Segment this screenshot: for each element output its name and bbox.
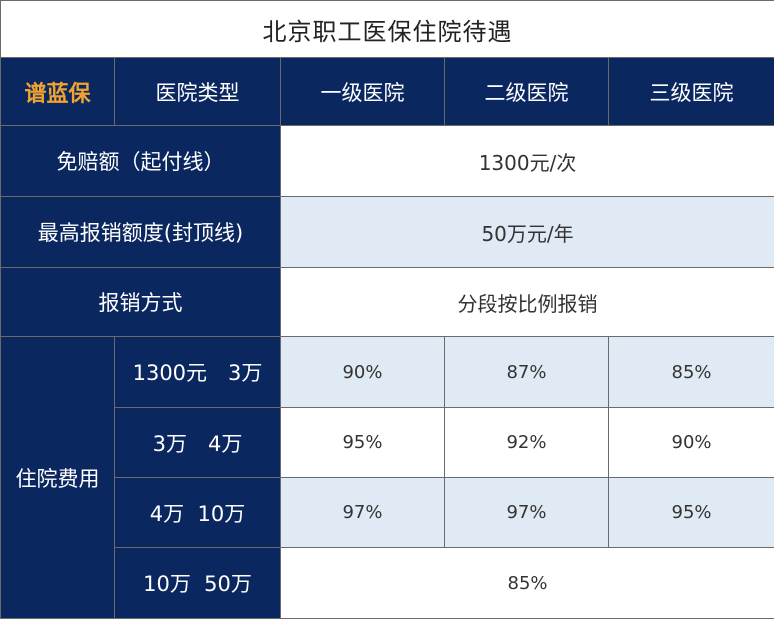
bracket-rate-level-3: 95% — [609, 478, 774, 548]
header-level-2: 二级医院 — [445, 58, 609, 126]
header-level-1: 一级医院 — [281, 58, 445, 126]
bracket-rate-level-3: 85% — [609, 337, 774, 408]
bracket-rate-level-3: 90% — [609, 408, 774, 478]
bracket-rate-level-1: 90% — [281, 337, 445, 408]
bracket-range: 4万 10万 — [115, 478, 281, 548]
header-level-3: 三级医院 — [609, 58, 774, 126]
bracket-rate-level-1: 97% — [281, 478, 445, 548]
bracket-range: 10万 50万 — [115, 548, 281, 619]
bracket-rate-level-2: 87% — [445, 337, 609, 408]
bracket-range: 3万 4万 — [115, 408, 281, 478]
deductible-value: 1300元/次 — [281, 126, 774, 197]
bracket-rate-level-2: 97% — [445, 478, 609, 548]
method-value: 分段按比例报销 — [281, 268, 774, 337]
bracket-rate-level-2: 92% — [445, 408, 609, 478]
table-title: 北京职工医保住院待遇 — [1, 1, 774, 58]
cap-value: 50万元/年 — [281, 197, 774, 268]
method-label: 报销方式 — [1, 268, 281, 337]
header-hospital-type: 医院类型 — [115, 58, 281, 126]
deductible-label: 免赔额（起付线） — [1, 126, 281, 197]
hospitalization-label: 住院费用 — [1, 337, 115, 619]
cap-label: 最高报销额度(封顶线) — [1, 197, 281, 268]
bracket-rate-level-1: 95% — [281, 408, 445, 478]
bracket-rate-all-levels: 85% — [281, 548, 774, 619]
brand-label: 谱蓝保 — [1, 58, 115, 126]
bracket-range: 1300元 3万 — [115, 337, 281, 408]
